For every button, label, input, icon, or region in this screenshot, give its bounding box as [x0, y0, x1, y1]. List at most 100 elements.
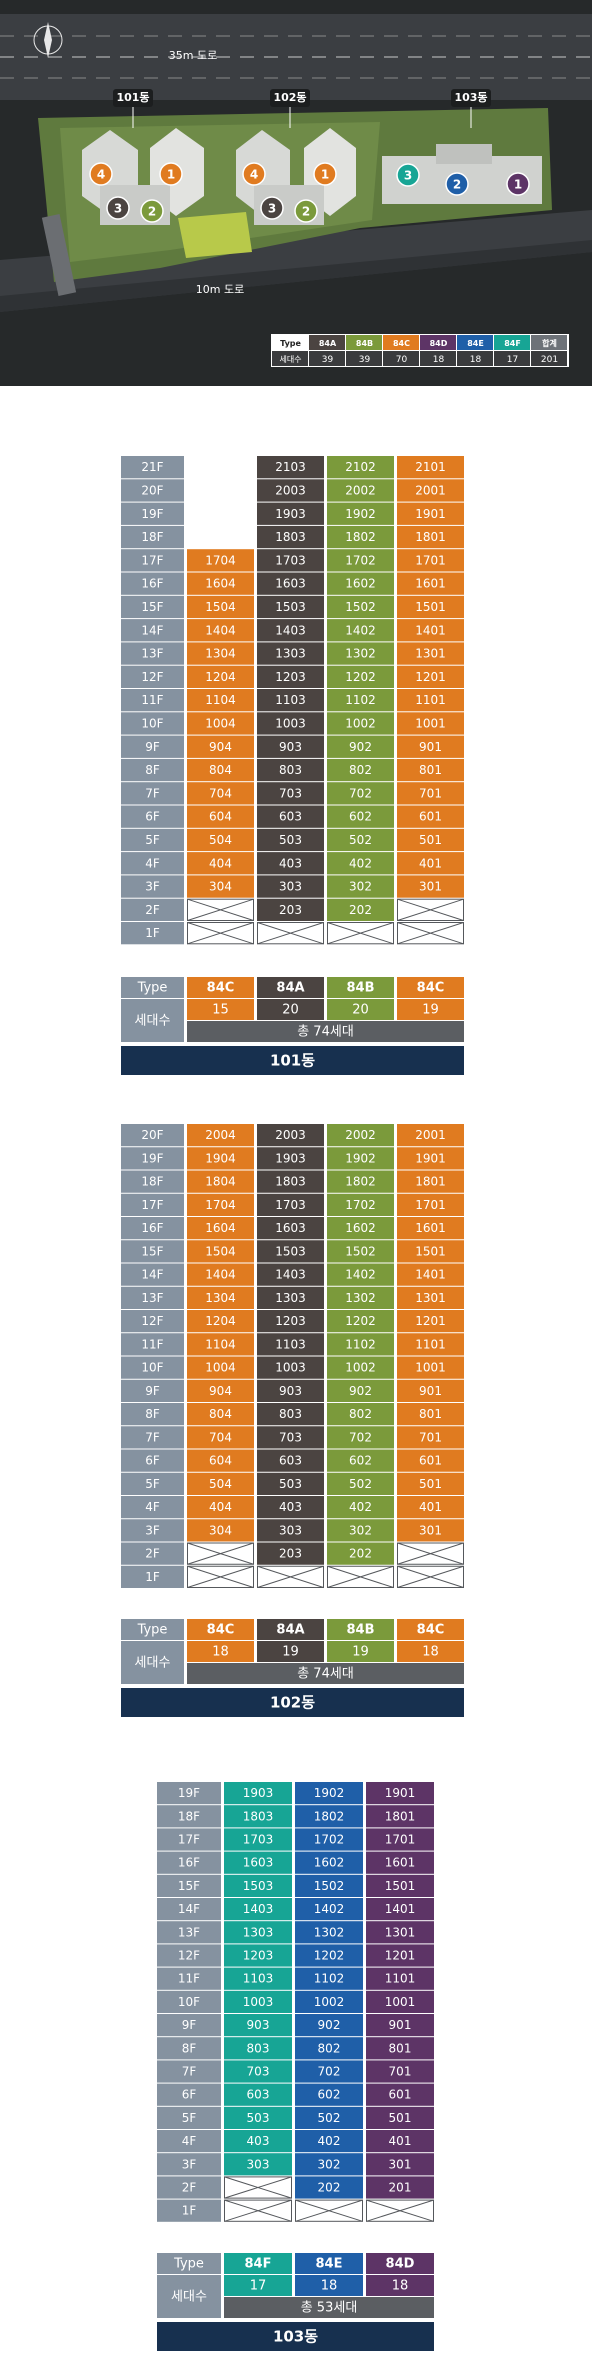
unit-number: 1904 [205, 1151, 236, 1165]
unit-cell [257, 1310, 324, 1333]
unit-number: 1403 [275, 623, 306, 637]
unit-number: 404 [209, 1500, 232, 1514]
summary-total: 총 74세대 [297, 1667, 354, 1682]
floor-cell [121, 1333, 184, 1356]
unit-number: 2003 [275, 1128, 306, 1142]
unit-number: 1203 [243, 1949, 274, 1963]
unit-cell [257, 758, 324, 782]
unit-cell [224, 1828, 292, 1851]
floor-cell [121, 595, 184, 619]
unit-cell [187, 1217, 254, 1240]
unit-number: 1201 [415, 1314, 446, 1328]
unit-cell [366, 1921, 434, 1944]
floor-label: 10F [141, 716, 163, 730]
summary-type-cell [224, 2253, 292, 2274]
unit-number: 703 [279, 1430, 302, 1444]
unit-number: 1002 [345, 1361, 376, 1375]
summary-count: 20 [282, 1003, 299, 1018]
unit-cell [327, 1519, 394, 1542]
summary-total: 총 53세대 [301, 2301, 358, 2316]
floor-label: 3F [145, 1523, 160, 1537]
unit-cell [366, 1805, 434, 1828]
marker-number: 4 [250, 168, 258, 182]
unit-cell [257, 1263, 324, 1286]
unit-number: 1304 [205, 647, 236, 661]
unit-cell [187, 1472, 254, 1495]
floor-cell [157, 2037, 221, 2060]
unit-cell [224, 1805, 292, 1828]
floor-label: 6F [182, 2088, 197, 2102]
building-label: 102동 [273, 91, 306, 104]
unit-cell [224, 2060, 292, 2083]
unit-cell [397, 1286, 464, 1309]
unit-cell [366, 1782, 434, 1805]
unit-cell [397, 1356, 464, 1379]
marker-number: 2 [148, 205, 156, 219]
unit-number: 1003 [243, 1995, 274, 2009]
unit-cell [257, 619, 324, 642]
unit-number: 803 [247, 2041, 270, 2055]
floor-cell [121, 1426, 184, 1449]
type-count: 70 [396, 355, 408, 365]
unit-number: 2001 [415, 483, 446, 497]
unit-cell [327, 642, 394, 665]
unit-number: 2002 [345, 483, 376, 497]
unit-number: 304 [209, 1523, 232, 1537]
unit-number: 904 [209, 740, 232, 754]
building-name: 103동 [273, 2328, 318, 2346]
unit-number: 1702 [345, 553, 376, 567]
summary-count-label: 세대수 [135, 1014, 171, 1029]
unit-number: 601 [419, 810, 442, 824]
unit-cell [257, 1496, 324, 1519]
floor-cell [157, 2153, 221, 2176]
floor-cell [121, 735, 184, 758]
unit-number: 802 [349, 1407, 372, 1421]
floor-label: 13F [141, 1291, 163, 1305]
empty-cross [187, 1542, 254, 1565]
floor-cell [121, 1286, 184, 1309]
floor-cell [121, 456, 184, 479]
summary-type: 84C [417, 981, 445, 996]
floor-label: 9F [145, 1384, 160, 1398]
marker-number: 2 [302, 205, 310, 219]
type-count-cell [494, 351, 530, 366]
floor-cell [121, 1542, 184, 1565]
unit-number: 1903 [275, 1151, 306, 1165]
unit-cell [327, 1147, 394, 1170]
floor-cell [121, 572, 184, 595]
unit-number: 1803 [275, 530, 306, 544]
empty-cross [187, 1565, 254, 1588]
unit-cell [397, 852, 464, 875]
unit-cell [366, 1990, 434, 2013]
unit-cell [295, 2106, 363, 2129]
unit-cell [257, 456, 324, 479]
unit-cell [257, 735, 324, 758]
unit-cell [187, 1286, 254, 1309]
unit-number: 501 [389, 2111, 412, 2125]
unit-number: 1802 [345, 530, 376, 544]
unit-cell [187, 1263, 254, 1286]
unit-marker [294, 199, 318, 223]
unit-number: 302 [349, 880, 372, 894]
unit-cell [295, 2176, 363, 2199]
unit-number: 702 [318, 2065, 341, 2079]
unit-number: 1401 [415, 1268, 446, 1282]
unit-cell [187, 735, 254, 758]
unit-number: 801 [419, 763, 442, 777]
unit-cell [397, 1426, 464, 1449]
unit-cell [397, 502, 464, 525]
empty-cross [327, 922, 394, 945]
unit-cell [187, 595, 254, 619]
unit-cell [257, 1449, 324, 1472]
unit-number: 404 [209, 856, 232, 870]
floor-cell [157, 1828, 221, 1851]
unit-number: 1401 [385, 1902, 416, 1916]
unit-cell [257, 1519, 324, 1542]
unit-number: 903 [279, 740, 302, 754]
unit-number: 1701 [415, 1198, 446, 1212]
summary-count: 17 [250, 2279, 267, 2294]
summary-type-cell [397, 1619, 464, 1640]
summary-type: 84C [417, 1623, 445, 1638]
unit-number: 1304 [205, 1291, 236, 1305]
